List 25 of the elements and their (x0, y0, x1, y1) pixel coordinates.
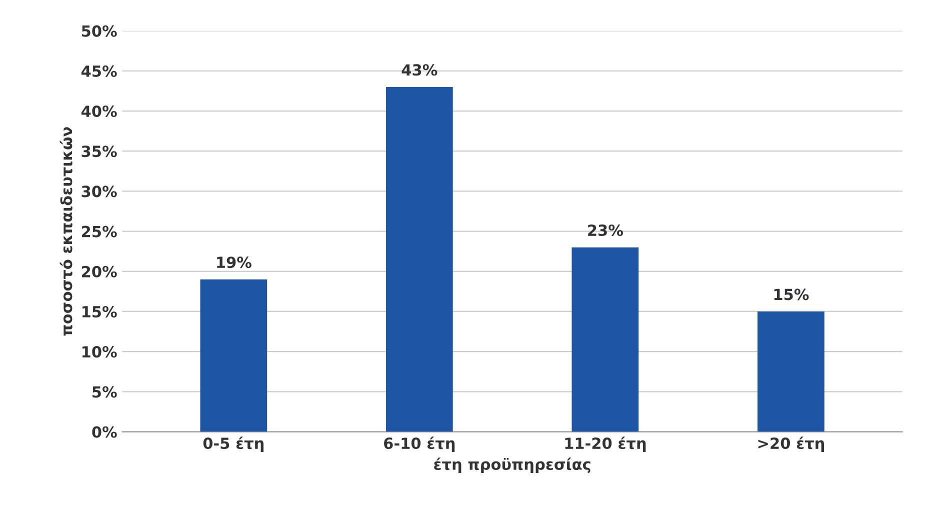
y-tick-label: 25% (82, 226, 117, 238)
y-tick-label: 20% (82, 266, 117, 278)
y-tick-label: 15% (82, 306, 117, 318)
bar (386, 86, 453, 432)
y-tick-label: 0% (92, 426, 117, 438)
data-label: 43% (402, 64, 438, 76)
bar (572, 247, 639, 432)
y-tick-label: 50% (82, 25, 117, 37)
x-tick-label: >20 έτη (758, 436, 824, 452)
x-axis-title: έτη προϋπηρεσίας (434, 458, 590, 473)
x-tick-label: 6-10 έτη (384, 436, 455, 452)
data-label: 15% (774, 288, 809, 300)
x-tick-label: 0-5 έτη (203, 436, 264, 452)
y-tick-label: 35% (82, 146, 117, 158)
y-tick-label: 5% (92, 386, 117, 398)
y-tick-label: 30% (82, 186, 117, 198)
y-tick-label: 10% (82, 346, 117, 358)
bar (758, 311, 824, 432)
x-tick-label: 11-20 έτη (565, 436, 646, 452)
bar (200, 279, 268, 432)
y-axis-title: ποσοστό εκπαιδευτικών (60, 127, 72, 336)
data-label: 19% (217, 256, 252, 268)
data-label: 23% (588, 224, 623, 236)
y-tick-label: 40% (81, 105, 117, 118)
y-tick-label: 45% (81, 65, 117, 77)
